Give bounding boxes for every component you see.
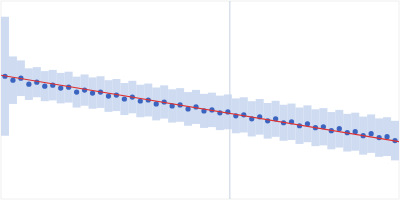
error-bar xyxy=(120,83,128,115)
plot-frame xyxy=(1,1,399,199)
error-bar xyxy=(248,101,256,136)
data-point xyxy=(369,131,374,136)
fit-line xyxy=(1,75,399,141)
data-point xyxy=(106,93,111,98)
error-bar xyxy=(256,99,264,135)
chart xyxy=(0,0,400,200)
error-bar xyxy=(73,77,81,108)
plot-area xyxy=(1,1,399,199)
error-bar xyxy=(25,68,33,100)
data-point xyxy=(122,96,127,101)
error-bar xyxy=(383,117,391,156)
data-point xyxy=(58,86,63,91)
data-point xyxy=(26,82,31,87)
error-bar xyxy=(41,71,49,101)
error-bar xyxy=(152,88,160,121)
error-bar xyxy=(200,94,208,128)
error-bar xyxy=(89,77,97,108)
error-bar xyxy=(9,56,17,104)
error-bar xyxy=(303,105,311,142)
error-bar xyxy=(351,113,359,151)
error-bar xyxy=(264,103,272,139)
data-point xyxy=(74,89,79,94)
error-bar xyxy=(57,73,65,103)
error-bar xyxy=(272,101,280,137)
data-point xyxy=(42,84,47,89)
error-bar xyxy=(168,89,176,122)
data-point xyxy=(10,78,15,83)
error-bar xyxy=(224,94,232,129)
error-bar xyxy=(319,108,327,145)
error-bar xyxy=(216,96,224,130)
error-bar xyxy=(367,114,375,152)
error-bar xyxy=(104,80,112,112)
error-bar xyxy=(232,98,240,133)
error-bar xyxy=(288,104,296,140)
data-point xyxy=(384,134,389,139)
error-bar xyxy=(136,85,144,117)
error-bar xyxy=(49,70,57,100)
data-point xyxy=(337,126,342,131)
data-point xyxy=(154,101,159,106)
error-bar xyxy=(335,110,343,148)
error-bar xyxy=(184,92,192,126)
